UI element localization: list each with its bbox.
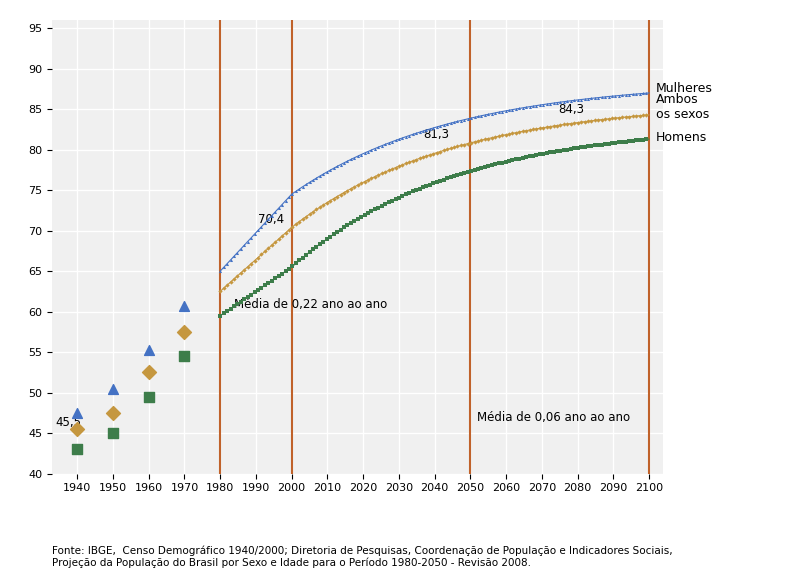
Point (71, 445, 84, 454)
Point (177, 301, 190, 311)
Text: 45,5: 45,5 (55, 416, 82, 429)
Point (107, 408, 120, 417)
Text: 81,3: 81,3 (422, 127, 448, 141)
Point (107, 428, 120, 437)
Text: Média de 0,22 ano ao ano: Média de 0,22 ano ao ano (234, 297, 387, 311)
Point (71, 424, 84, 433)
Text: Fonte: IBGE,  Censo Demográfico 1940/2000; Diretoria de Pesquisas, Coordenação d: Fonte: IBGE, Censo Demográfico 1940/2000… (52, 545, 672, 568)
Point (71, 408, 84, 417)
Point (107, 384, 120, 393)
Point (142, 368, 155, 377)
Text: Homens: Homens (655, 131, 707, 144)
Text: 84,3: 84,3 (558, 103, 584, 116)
Point (142, 345, 155, 354)
Text: Ambos
os sexos: Ambos os sexos (655, 93, 708, 121)
Point (142, 392, 155, 401)
Text: Mulheres: Mulheres (655, 83, 712, 95)
Text: Média de 0,06 ano ao ano: Média de 0,06 ano ao ano (477, 411, 630, 424)
Point (177, 351, 190, 360)
Text: 70,4: 70,4 (258, 212, 284, 226)
Point (177, 327, 190, 336)
